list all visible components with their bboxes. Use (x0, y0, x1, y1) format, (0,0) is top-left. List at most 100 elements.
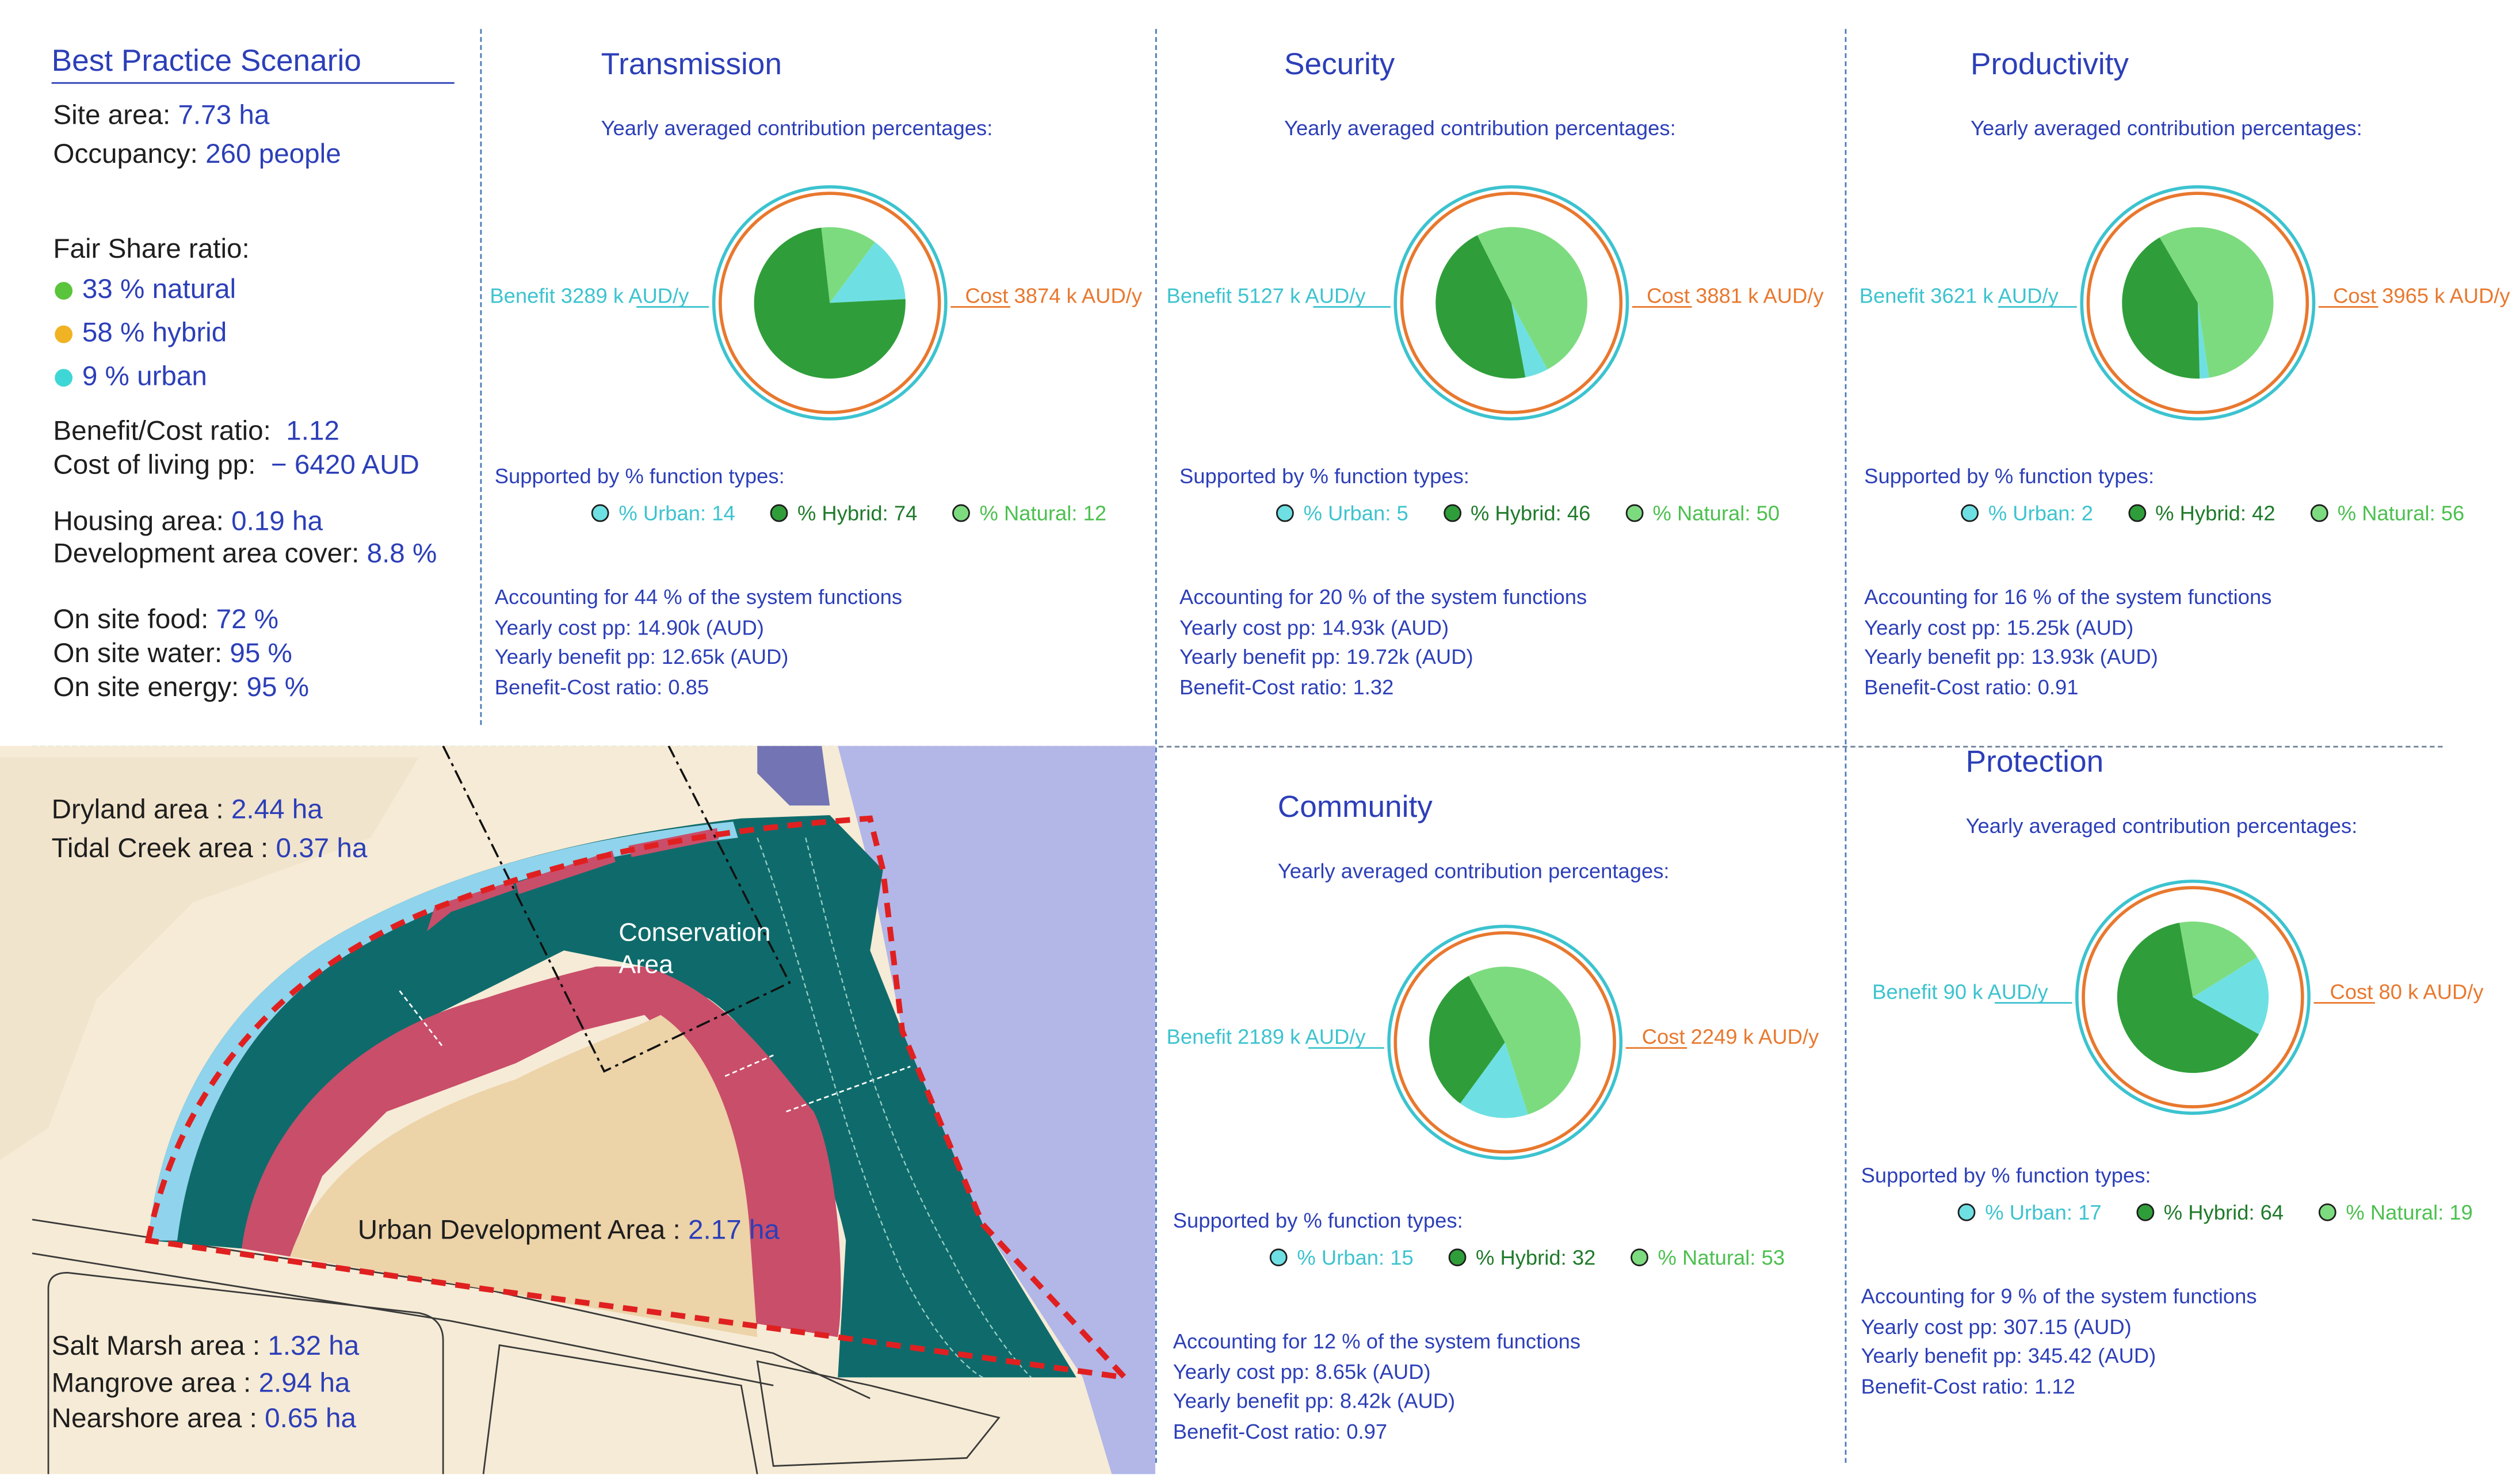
nearshore-value: 0.65 ha (265, 1403, 357, 1434)
natural-slice (2179, 921, 2258, 998)
accounting-text: Accounting for 16 % of the system functi… (1864, 584, 2272, 609)
dryland-texture (0, 757, 419, 1160)
salt-marsh-strip (427, 881, 516, 931)
benefit-label: Benefit 90 k AUD/y (1872, 979, 2048, 1004)
bcr-text: Benefit-Cost ratio: 0.91 (1864, 675, 2079, 700)
tidal-creek-label: Tidal Creek area : 0.37 ha (52, 833, 368, 865)
pie-chart (2080, 185, 2316, 421)
function-legend: % Urban: 2 % Hybrid: 42 % Natural: 56 (1961, 501, 2494, 525)
urban-development-area (290, 1015, 758, 1337)
urban-slice (2197, 303, 2209, 379)
natural-legend-icon (1625, 504, 1643, 522)
saltmarsh-value: 1.32 ha (268, 1331, 360, 1362)
urban-dot-icon (55, 369, 73, 387)
fair-share-urban: 9 % urban (55, 361, 207, 393)
fair-share-label: Fair Share ratio: (53, 234, 250, 265)
conservation-boundary (442, 746, 791, 1073)
cost-pp: Yearly cost pp: 8.65k (AUD) (1173, 1359, 1431, 1384)
conservation-line1: Conservation (618, 920, 771, 947)
hybrid-legend-icon (2128, 504, 2146, 522)
legend-hybrid: % Hybrid: 32 (1475, 1245, 1596, 1270)
fair-share-natural-text: 33 % natural (82, 274, 236, 305)
hybrid-dot-icon (55, 325, 73, 343)
hybrid-slice (754, 227, 906, 379)
benefit-label: Benefit 2189 k AUD/y (1166, 1025, 1366, 1049)
urban-slice (2193, 957, 2269, 1035)
legend-natural: % Natural: 53 (1658, 1245, 1785, 1270)
yearly-label: Yearly averaged contribution percentages… (1277, 858, 1670, 883)
natural-slice (1477, 227, 1587, 370)
salt-marsh-strip (516, 850, 616, 895)
divider-h (32, 746, 2443, 748)
housing-value: 0.19 ha (231, 506, 323, 537)
accounting-text: Accounting for 12 % of the system functi… (1173, 1329, 1581, 1354)
legend-urban: % Urban: 15 (1297, 1245, 1414, 1270)
yearly-label: Yearly averaged contribution percentages… (601, 116, 993, 140)
migration-arrow (786, 1065, 911, 1113)
supported-label: Supported by % function types: (1861, 1163, 2151, 1187)
hybrid-slice (2122, 237, 2200, 379)
migration-arrow (399, 990, 444, 1048)
onsite-water: On site water: 95 % (53, 638, 292, 670)
road (756, 1360, 1001, 1467)
cost-leader-line (1625, 1047, 1687, 1049)
energy-value: 95 % (246, 671, 310, 703)
benefit-leader-line (1995, 1002, 2072, 1004)
dryland-value: 2.44 ha (231, 794, 323, 825)
site-area: Site area: 7.73 ha (53, 100, 269, 132)
urban-slice (1460, 1042, 1528, 1118)
contour-line (757, 837, 983, 1378)
supported-label: Supported by % function types: (494, 464, 785, 488)
tidal-label-text: Tidal Creek area : (51, 832, 269, 864)
fair-share-urban-text: 9 % urban (82, 361, 207, 392)
nearshore-water (838, 746, 1155, 1474)
supported-label: Supported by % function types: (1179, 464, 1469, 488)
onsite-food: On site food: 72 % (53, 604, 278, 636)
dev-cover-value: 8.8 % (366, 538, 437, 569)
cost-leader-line (950, 306, 1010, 308)
nearshore-label: Nearshore area : 0.65 ha (52, 1403, 356, 1435)
natural-legend-icon (952, 504, 970, 522)
title-underline (51, 82, 455, 84)
contour-line (805, 837, 1032, 1378)
function-legend: % Urban: 14 % Hybrid: 74 % Natural: 12 (591, 501, 1136, 525)
urban-dev-label: Urban Development Area : 2.17 ha (358, 1215, 780, 1247)
housing-label: Housing area: (53, 506, 224, 537)
road (47, 1271, 444, 1474)
accounting-text: Accounting for 20 % of the system functi… (1179, 584, 1587, 609)
yearly-label: Yearly averaged contribution percentages… (1971, 116, 2362, 140)
fair-share-hybrid: 58 % hybrid (55, 318, 227, 350)
food-value: 72 % (216, 604, 279, 635)
panel-title: Productivity (1971, 48, 2129, 82)
cost-living-value: − 6420 AUD (270, 449, 419, 480)
bcr: Benefit/Cost ratio: 1.12 (53, 416, 339, 448)
urban-legend-icon (1961, 504, 1979, 522)
benefit-leader-line (1998, 306, 2077, 308)
benefit-ring (2080, 185, 2316, 421)
function-legend: % Urban: 15 % Hybrid: 32 % Natural: 53 (1269, 1245, 1814, 1270)
mangrove-label-text: Mangrove area : (51, 1367, 251, 1398)
pie-chart (1393, 185, 1629, 421)
cost-living-label: Cost of living pp: (53, 449, 256, 480)
bcr-text: Benefit-Cost ratio: 1.32 (1179, 675, 1394, 700)
supported-label: Supported by % function types: (1173, 1208, 1463, 1233)
benefit-label: Benefit 5127 k AUD/y (1166, 283, 1366, 308)
cost-living: Cost of living pp: − 6420 AUD (53, 449, 419, 481)
legend-urban: % Urban: 5 (1303, 500, 1408, 525)
saltmarsh-label: Salt Marsh area : 1.32 ha (52, 1331, 360, 1363)
site-area-label: Site area: (53, 100, 171, 131)
road (32, 1252, 774, 1386)
hybrid-slice (1429, 976, 1505, 1104)
water-value: 95 % (230, 637, 292, 669)
onsite-energy: On site energy: 95 % (53, 672, 309, 704)
urban-legend-icon (1957, 1203, 1976, 1221)
natural-dot-icon (55, 282, 73, 300)
function-legend: % Urban: 17 % Hybrid: 64 % Natural: 19 (1957, 1200, 2502, 1224)
saltmarsh-label-text: Salt Marsh area : (51, 1331, 261, 1362)
natural-legend-icon (2318, 1203, 2336, 1221)
pie-chart (1387, 924, 1623, 1160)
cost-pp: Yearly cost pp: 15.25k (AUD) (1864, 615, 2134, 640)
panel-title: Transmission (601, 48, 782, 82)
bcr-text: Benefit-Cost ratio: 0.97 (1173, 1419, 1388, 1444)
hybrid-legend-icon (1448, 1248, 1467, 1267)
